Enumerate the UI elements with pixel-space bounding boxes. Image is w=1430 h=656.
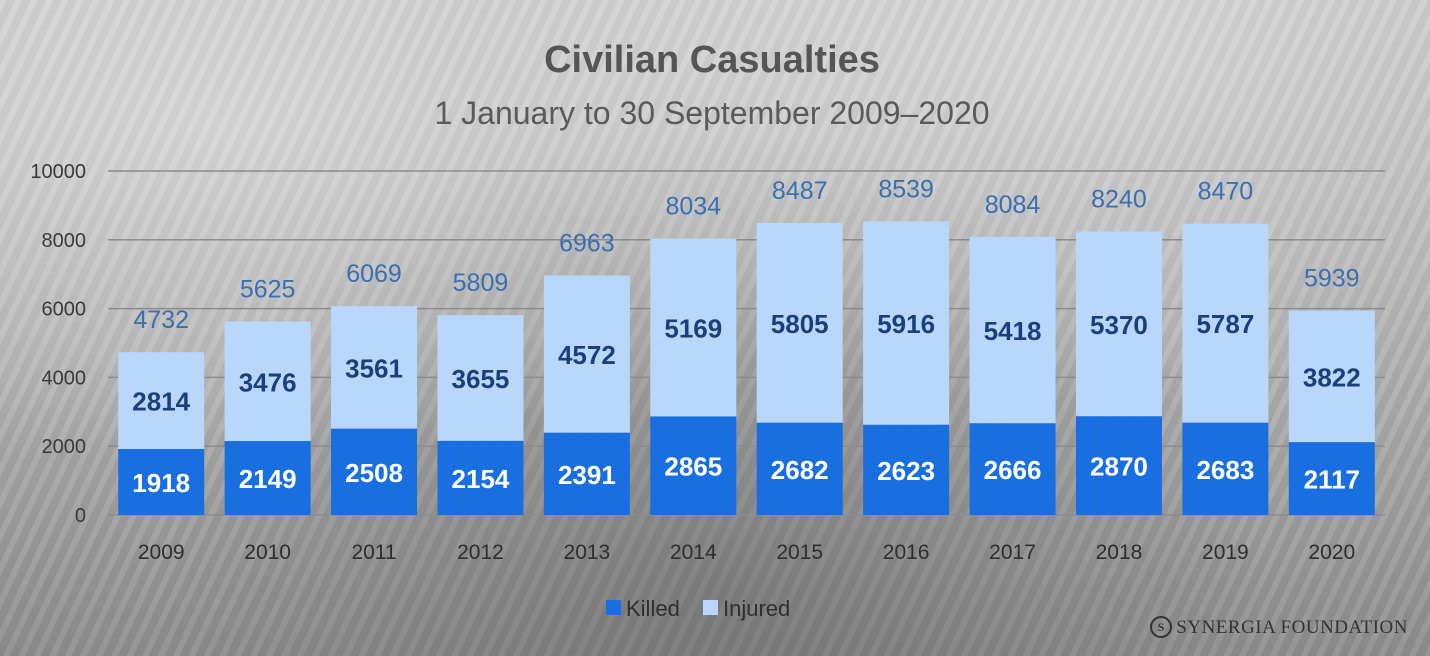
bar-killed-2018 bbox=[1075, 416, 1162, 515]
data-label-killed: 1918 bbox=[132, 468, 190, 498]
gridlines bbox=[108, 170, 1385, 516]
data-label-injured: 2814 bbox=[132, 387, 190, 417]
data-label-total: 6069 bbox=[346, 260, 402, 288]
x-tick-label: 2011 bbox=[351, 541, 396, 564]
bar-injured-2015 bbox=[756, 223, 843, 423]
bar-killed-2009 bbox=[118, 449, 205, 515]
x-tick-label: 2009 bbox=[138, 541, 185, 564]
data-label-killed: 2508 bbox=[345, 458, 403, 488]
data-label-total: 8240 bbox=[1091, 186, 1147, 214]
data-label-killed: 2865 bbox=[664, 452, 722, 482]
bar-killed-2015 bbox=[756, 422, 843, 515]
data-label-killed: 2117 bbox=[1304, 465, 1360, 495]
x-tick-label: 2020 bbox=[1308, 541, 1355, 564]
legend-label-killed: Killed bbox=[626, 596, 680, 621]
y-tick-label: 6000 bbox=[42, 299, 87, 321]
data-label-killed: 2682 bbox=[771, 455, 829, 485]
y-axis-ticks: 0 2000 4000 6000 8000 10000 bbox=[30, 161, 86, 527]
bar-killed-2016 bbox=[863, 424, 950, 515]
data-label-killed: 2391 bbox=[558, 460, 616, 490]
data-label-killed: 2870 bbox=[1090, 452, 1148, 482]
data-label-injured: 3655 bbox=[452, 364, 510, 394]
legend: Killed Injured bbox=[606, 596, 790, 621]
bar-injured-2019 bbox=[1182, 223, 1269, 423]
y-tick-label: 8000 bbox=[42, 230, 87, 252]
data-label-injured: 3822 bbox=[1303, 362, 1361, 392]
bar-killed-2019 bbox=[1182, 422, 1269, 515]
data-label-total: 5625 bbox=[240, 276, 296, 304]
data-label-total: 5939 bbox=[1304, 265, 1360, 293]
bar-injured-2010 bbox=[224, 321, 311, 442]
legend-swatch-injured bbox=[703, 600, 718, 615]
data-label-total: 8487 bbox=[772, 177, 828, 205]
brand-text: SYNERGIA FOUNDATION bbox=[1176, 617, 1408, 638]
bar-injured-2017 bbox=[969, 236, 1056, 424]
y-tick-label: 2000 bbox=[42, 436, 87, 458]
data-label-killed: 2666 bbox=[984, 455, 1042, 485]
bar-injured-2018 bbox=[1075, 231, 1162, 417]
bar-injured-2014 bbox=[650, 238, 737, 417]
data-label-total: 4732 bbox=[133, 306, 189, 334]
bar-killed-2011 bbox=[331, 428, 418, 515]
x-tick-label: 2013 bbox=[564, 541, 611, 564]
data-label-injured: 5169 bbox=[664, 314, 722, 344]
y-tick-label: 10000 bbox=[30, 161, 86, 183]
data-label-total: 8539 bbox=[878, 175, 934, 203]
data-label-injured: 4572 bbox=[558, 340, 616, 370]
x-axis-ticks: 2009 2010 2011 2012 2013 2014 2015 2016 2017 2018… bbox=[138, 541, 1355, 564]
data-label-total: 8084 bbox=[985, 191, 1041, 219]
bar-killed-2012 bbox=[437, 440, 524, 515]
data-label-killed: 2154 bbox=[452, 464, 510, 494]
bar-injured-2011 bbox=[331, 306, 418, 429]
bar-killed-2010 bbox=[224, 441, 311, 515]
data-label-total: 8034 bbox=[665, 193, 721, 221]
y-tick-label: 4000 bbox=[42, 367, 87, 389]
bar-injured-2020 bbox=[1288, 310, 1375, 443]
data-label-killed: 2149 bbox=[239, 464, 297, 494]
x-tick-label: 2019 bbox=[1202, 541, 1249, 564]
bar-killed-2014 bbox=[650, 416, 737, 515]
brand-logo: S SYNERGIA FOUNDATION bbox=[1150, 616, 1408, 639]
brand-mark-icon: S bbox=[1150, 616, 1173, 638]
x-tick-label: 2018 bbox=[1096, 541, 1143, 564]
legend-swatch-killed bbox=[606, 600, 621, 615]
data-label-killed: 2623 bbox=[877, 456, 935, 486]
legend-label-injured: Injured bbox=[723, 596, 790, 621]
y-tick-label: 0 bbox=[75, 505, 86, 527]
data-label-injured: 5916 bbox=[877, 309, 935, 339]
bars: 1918 2814 4732 2149 3476 5625 2508 3561 6069 2154… bbox=[118, 175, 1375, 515]
x-tick-label: 2015 bbox=[776, 541, 823, 564]
data-label-injured: 3561 bbox=[345, 353, 403, 383]
data-label-total: 8470 bbox=[1198, 178, 1254, 206]
data-label-total: 5809 bbox=[453, 269, 509, 297]
bar-injured-2016 bbox=[863, 221, 950, 425]
data-label-injured: 5418 bbox=[984, 316, 1042, 346]
x-tick-label: 2010 bbox=[244, 541, 291, 564]
bar-injured-2013 bbox=[543, 275, 630, 433]
x-tick-label: 2017 bbox=[989, 541, 1036, 564]
bar-killed-2013 bbox=[543, 432, 630, 515]
x-tick-label: 2012 bbox=[457, 541, 504, 564]
bar-killed-2020 bbox=[1288, 442, 1375, 515]
chart-subtitle: 1 January to 30 September 2009–2020 bbox=[434, 95, 989, 131]
x-tick-label: 2016 bbox=[883, 541, 930, 564]
bar-injured-2009 bbox=[118, 352, 205, 450]
bar-killed-2017 bbox=[969, 423, 1056, 515]
data-label-injured: 3476 bbox=[239, 367, 297, 397]
data-label-injured: 5370 bbox=[1090, 310, 1148, 340]
data-label-killed: 2683 bbox=[1196, 455, 1254, 485]
chart-title: Civilian Casualties bbox=[544, 39, 880, 81]
bar-injured-2012 bbox=[437, 315, 524, 441]
data-label-injured: 5787 bbox=[1196, 309, 1254, 339]
data-label-injured: 5805 bbox=[771, 309, 829, 339]
x-tick-label: 2014 bbox=[670, 541, 717, 564]
data-label-total: 6963 bbox=[559, 229, 615, 257]
